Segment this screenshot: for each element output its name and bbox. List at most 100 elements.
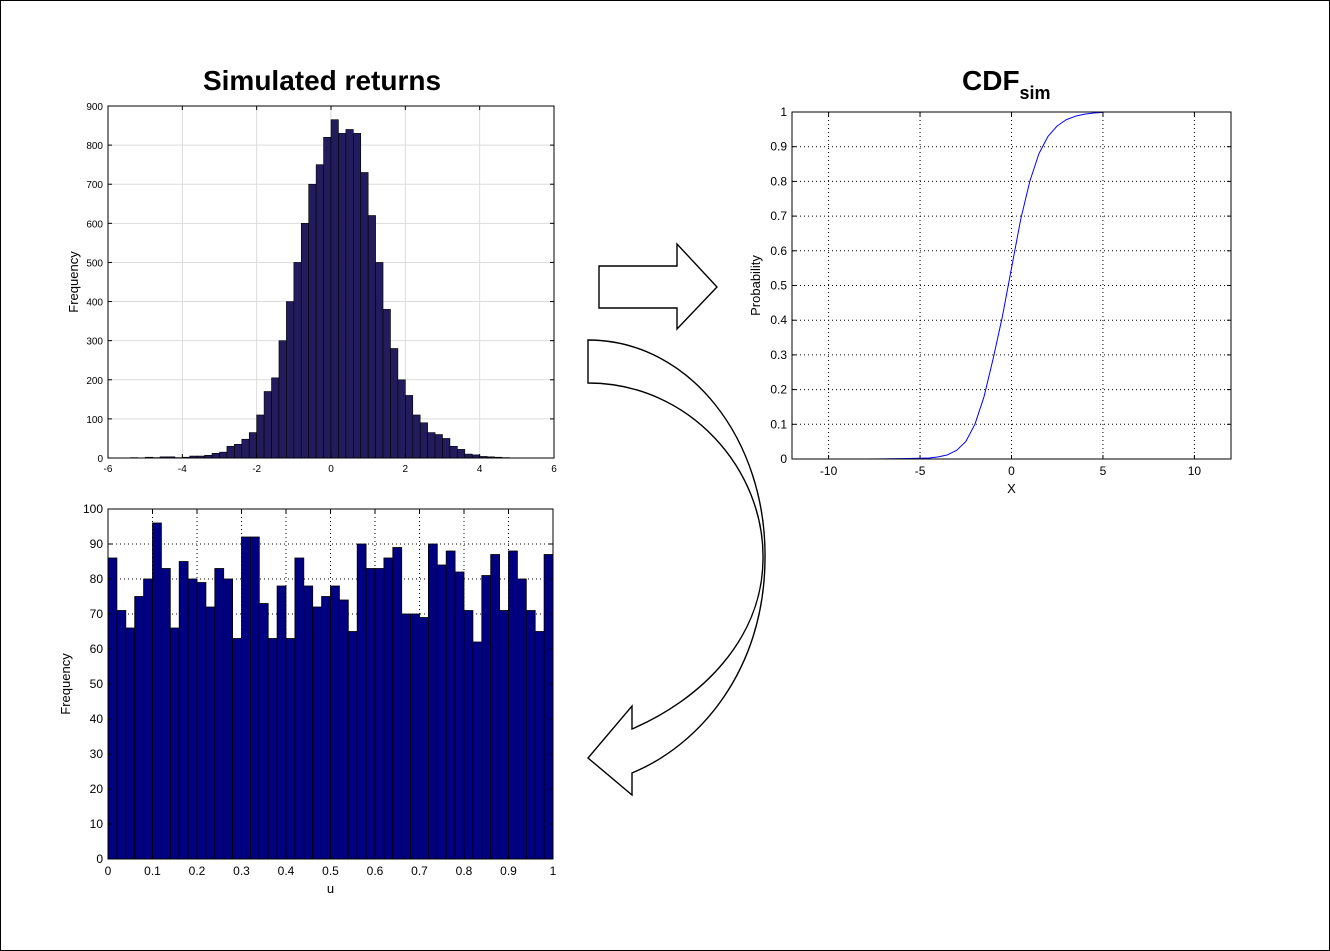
- returns-hist-bar: [345, 129, 354, 459]
- uniform-hist-bar: [330, 585, 340, 860]
- uniform-hist-bar: [169, 627, 180, 860]
- returns-hist-xtick-label: 4: [477, 464, 483, 475]
- returns-hist-bar: [241, 438, 250, 459]
- uniform-hist-bar: [143, 578, 153, 860]
- returns-hist-bar: [211, 453, 220, 459]
- returns-hist-bar: [338, 133, 347, 459]
- uniform-hist-bar: [419, 617, 429, 860]
- uniform-hist-bar: [338, 599, 349, 860]
- uniform-hist-ytick-label: 50: [90, 677, 104, 691]
- returns-hist-bar: [375, 262, 384, 459]
- returns-hist-bar: [419, 422, 428, 459]
- returns-hist-bar: [464, 453, 473, 459]
- uniform-hist-xtick-label: 0.1: [144, 864, 161, 878]
- uniform-hist-bar: [196, 582, 207, 860]
- returns-hist-bar: [300, 223, 309, 459]
- returns-hist-bar: [434, 434, 443, 459]
- cdf-plot-xtick-label: -5: [915, 464, 926, 478]
- returns-hist-xtick-label: -6: [104, 464, 113, 475]
- returns-hist-bar: [427, 432, 436, 459]
- uniform-hist-xtick-label: 0.8: [456, 864, 473, 878]
- returns-hist-bar: [323, 136, 332, 459]
- returns-hist-bar: [263, 391, 272, 459]
- uniform-hist-xtick-label: 0.4: [278, 864, 295, 878]
- cdf-plot-ytick-label: 0.8: [770, 174, 787, 188]
- returns-hist-bar: [449, 445, 458, 459]
- cdf-plot-ytick-label: 0.9: [770, 140, 787, 154]
- returns-hist-bar: [226, 445, 235, 459]
- returns-hist-ytick-label: 100: [86, 415, 103, 426]
- cdf-title: CDFsim: [962, 65, 1051, 103]
- uniform-hist-bar: [107, 557, 118, 860]
- returns-hist-ytick-label: 900: [86, 102, 103, 113]
- cdf-plot-ytick-label: 0: [780, 452, 787, 466]
- cdf-plot-ytick-label: 1: [780, 105, 787, 119]
- returns-hist-bar: [308, 183, 317, 459]
- uniform-hist-bar: [205, 606, 216, 860]
- returns-hist-ytick-label: 0: [97, 454, 103, 465]
- returns-hist-bar: [367, 215, 376, 459]
- uniform-hist-ytick-label: 10: [90, 817, 104, 831]
- uniform-hist-bar: [472, 641, 483, 860]
- returns-hist-bar: [352, 133, 362, 459]
- uniform-hist-bar: [214, 568, 225, 860]
- cdf-title-main: CDF: [962, 65, 1020, 96]
- uniform-hist-xtick-label: 0.2: [189, 864, 206, 878]
- returns-hist-bar: [382, 309, 391, 459]
- returns-hist-bar: [390, 348, 399, 459]
- cdf-plot-ylabel: Probability: [748, 255, 763, 316]
- cdf-plot-ytick-label: 0.3: [770, 348, 787, 362]
- cdf-plot-xtick-label: 0: [1008, 464, 1015, 478]
- cdf-plot-xtick-label: 5: [1100, 464, 1107, 478]
- returns-hist-bar: [397, 379, 406, 459]
- returns-hist-ytick-label: 700: [86, 180, 103, 191]
- returns-hist-bar: [457, 449, 466, 459]
- uniform-hist-bar: [223, 578, 233, 860]
- uniform-hist-bar: [134, 596, 144, 860]
- returns-hist-chart: -6 -4 -2 0 2 4 6 0 100 200 300 400 500 600 700 800 900 Fr…: [66, 102, 557, 475]
- cdf-line: [865, 111, 1103, 460]
- returns-hist-ytick-label: 800: [86, 141, 103, 152]
- uniform-hist-chart: 0 0.1 0.2 0.3 0.4 0.5 0.6 0.7 0.8 0.9 101020304050…: [58, 502, 557, 896]
- cdf-plot-ytick-label: 0.6: [770, 244, 787, 258]
- returns-hist-bar: [360, 172, 369, 459]
- uniform-hist-bar: [517, 578, 527, 860]
- uniform-hist-bar: [125, 627, 136, 860]
- uniform-hist-xtick-label: 0: [105, 864, 112, 878]
- uniform-hist-bar: [116, 610, 127, 860]
- cdf-plot-ytick-label: 0.4: [770, 313, 787, 327]
- uniform-hist-bar: [241, 536, 251, 860]
- uniform-hist-bar: [508, 550, 518, 860]
- uniform-hist-ytick-label: 20: [90, 782, 104, 796]
- right-arrow-icon: [598, 242, 718, 331]
- uniform-hist-bar: [463, 610, 474, 860]
- returns-hist-bar: [256, 414, 265, 459]
- returns-hist-xtick-label: -4: [178, 464, 187, 475]
- uniform-hist-bar: [445, 550, 456, 860]
- uniform-hist-bar: [294, 557, 305, 860]
- uniform-hist-bar: [525, 610, 536, 860]
- cdf-title-sub: sim: [1020, 83, 1051, 103]
- returns-hist-xtick-label: -2: [252, 464, 261, 475]
- uniform-hist-bar: [303, 585, 314, 860]
- cdf-chart: -10 -5 0 5 10 0 0.1 0.2 0.3 0.4 0.5 0.6 0.7 0.8 0.9 1 Pr…: [748, 105, 1232, 496]
- uniform-hist-bar: [267, 638, 278, 860]
- uniform-hist-ylabel: Frequency: [58, 653, 73, 715]
- returns-hist-ytick-label: 500: [86, 258, 103, 269]
- uniform-hist-bar: [232, 638, 242, 860]
- uniform-hist-bar: [534, 631, 545, 860]
- returns-hist-ytick-label: 400: [86, 298, 103, 309]
- uniform-hist-bar: [436, 564, 447, 860]
- uniform-hist-bar: [258, 603, 269, 860]
- uniform-hist-bar: [365, 568, 376, 860]
- uniform-hist-bar: [481, 575, 492, 860]
- returns-hist-ytick-label: 600: [86, 219, 103, 230]
- uniform-hist-bar: [356, 543, 367, 860]
- uniform-hist-bar: [152, 522, 162, 860]
- uniform-hist-ytick-label: 0: [96, 852, 103, 866]
- returns-hist-bar: [330, 119, 339, 459]
- cdf-plot-ytick-label: 0.5: [770, 279, 787, 293]
- returns-hist-bar: [405, 395, 414, 459]
- uniform-hist-bar: [392, 547, 403, 860]
